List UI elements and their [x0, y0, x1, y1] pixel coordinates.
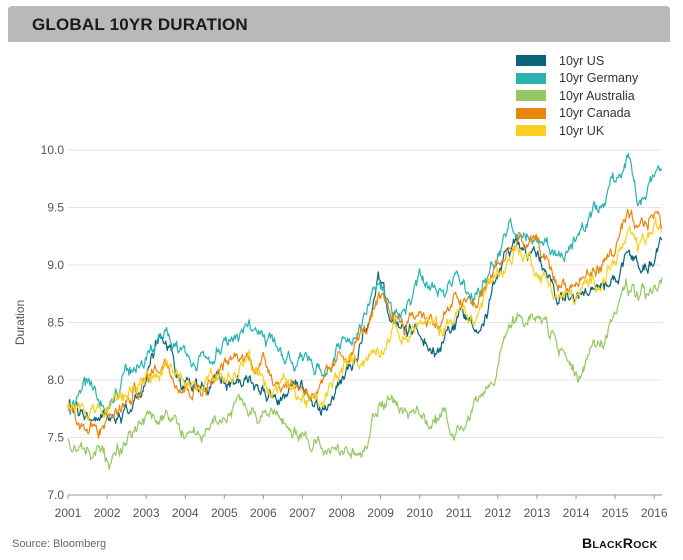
legend-label: 10yr Canada [559, 106, 631, 121]
legend-swatch [516, 55, 546, 67]
x-tick-label: 2015 [602, 506, 629, 520]
legend-item: 10yr Canada [516, 105, 638, 123]
x-tick-label: 2014 [563, 506, 590, 520]
series-line-10yr-canada [67, 208, 663, 439]
legend-label: 10yr US [559, 53, 605, 68]
series-line-10yr-australia [67, 277, 663, 470]
x-tick-label: 2005 [211, 506, 238, 520]
legend-item: 10yr Australia [516, 87, 638, 105]
chart-title: GLOBAL 10YR DURATION [32, 15, 248, 34]
y-tick-label: 8.5 [47, 316, 64, 330]
x-tick-label: 2007 [289, 506, 316, 520]
legend-swatch [516, 72, 546, 84]
legend-label: 10yr Australia [559, 88, 635, 103]
x-tick-label: 2016 [641, 506, 668, 520]
x-tick-label: 2008 [328, 506, 355, 520]
x-tick-label: 2003 [133, 506, 160, 520]
y-tick-label: 9.0 [47, 258, 64, 272]
legend-label: 10yr Germany [559, 71, 639, 86]
y-axis-label: Duration [13, 300, 27, 345]
legend-swatch [516, 125, 546, 137]
x-tick-label: 2013 [524, 506, 551, 520]
chart-legend: 10yr US 10yr Germany 10yr Australia 10yr Ca… [516, 52, 638, 140]
x-tick-label: 2011 [446, 506, 472, 520]
legend-swatch [516, 107, 546, 119]
x-tick-label: 2006 [250, 506, 277, 520]
y-tick-label: 7.0 [47, 488, 64, 502]
y-tick-label: 8.0 [47, 373, 64, 387]
y-tick-label: 9.5 [47, 201, 64, 215]
title-bar: GLOBAL 10YR DURATION [8, 6, 670, 42]
series-line-10yr-uk [67, 217, 663, 422]
legend-item: 10yr US [516, 52, 638, 70]
x-tick-label: 2009 [367, 506, 394, 520]
x-tick-label: 2010 [406, 506, 433, 520]
blackrock-logo: BLACKROCK [582, 535, 658, 551]
x-tick-label: 2004 [172, 506, 199, 520]
legend-label: 10yr UK [559, 123, 605, 138]
x-tick-label: 2012 [485, 506, 512, 520]
x-tick-label: 2001 [55, 506, 82, 520]
y-tick-label: 7.5 [47, 431, 64, 445]
y-tick-label: 10.0 [41, 143, 65, 157]
source-note: Source: Bloomberg [12, 538, 107, 550]
legend-swatch [516, 90, 546, 102]
legend-item: 10yr Germany [516, 70, 638, 88]
x-tick-label: 2002 [94, 506, 121, 520]
legend-item: 10yr UK [516, 122, 638, 140]
series-line-10yr-germany [67, 152, 663, 416]
